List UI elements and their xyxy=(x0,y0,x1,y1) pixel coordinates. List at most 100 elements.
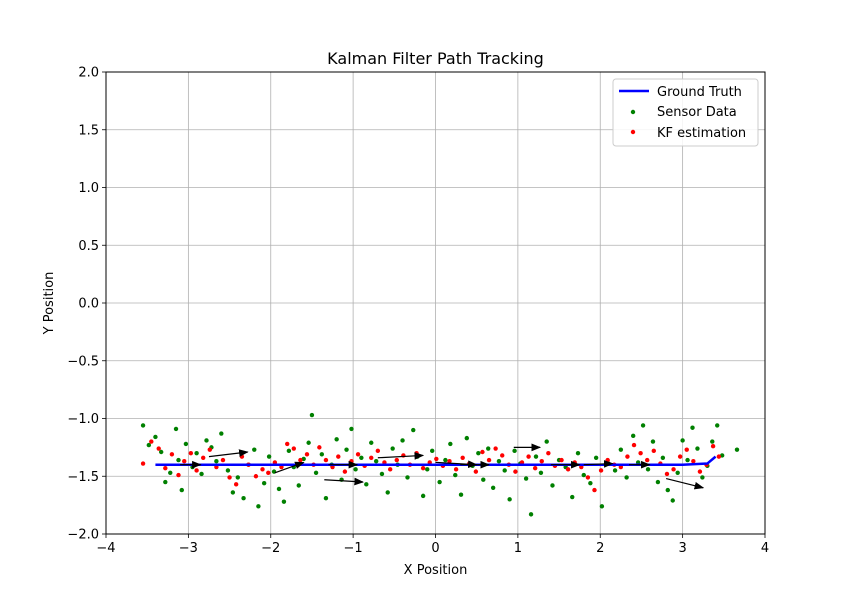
kf-point xyxy=(207,447,212,452)
sensor-point xyxy=(225,468,231,473)
kf-point xyxy=(355,452,361,457)
y-tick-label: −0.5 xyxy=(67,354,99,369)
kf-point xyxy=(453,467,459,472)
kf-point xyxy=(387,467,393,472)
kf-point xyxy=(227,475,232,480)
velocity-arrow xyxy=(208,449,249,458)
sensor-point xyxy=(373,459,379,464)
y-tick-label: 0.5 xyxy=(78,239,99,254)
kf-point xyxy=(473,469,479,474)
sensor-point xyxy=(194,450,199,456)
sensor-point xyxy=(464,435,470,441)
sensor-point xyxy=(734,447,740,452)
sensor-point xyxy=(286,448,292,454)
sensor-point xyxy=(507,497,512,502)
velocity-arrows xyxy=(180,443,705,490)
x-tick-label: −1 xyxy=(344,541,363,556)
sensor-point xyxy=(655,479,661,485)
sensor-point xyxy=(690,425,695,430)
kf-point xyxy=(182,459,187,464)
x-tick-label: 4 xyxy=(761,541,769,556)
sensor-point xyxy=(476,450,481,456)
sensor-point xyxy=(296,483,301,488)
ground-truth-path xyxy=(155,455,717,466)
sensor-point xyxy=(173,426,179,432)
velocity-arrow xyxy=(274,461,305,474)
kf-point xyxy=(500,453,505,458)
legend-kf-swatch xyxy=(630,129,636,135)
sensor-point xyxy=(490,485,496,490)
legend-kf-label: KF estimation xyxy=(657,126,746,141)
kf-point xyxy=(716,454,722,459)
sensor-point xyxy=(281,499,287,504)
sensor-point xyxy=(204,438,209,443)
sensor-point xyxy=(400,438,405,443)
sensor-point xyxy=(680,438,685,443)
kf-point xyxy=(156,446,161,451)
x-tick-label: −2 xyxy=(261,541,280,556)
kf-point xyxy=(420,465,426,471)
kf-point xyxy=(434,456,439,462)
kf-point xyxy=(342,469,348,474)
sensor-point xyxy=(448,441,453,447)
kf-point xyxy=(684,447,689,452)
sensor-point xyxy=(405,475,410,480)
sensor-point xyxy=(612,468,618,473)
sensor-point xyxy=(575,450,581,456)
velocity-arrow xyxy=(666,477,705,490)
sensor-point xyxy=(496,459,502,464)
kf-point xyxy=(163,465,168,471)
axis-ticks: −4 −3 −2 −1 0 1 2 3 4 −2.0 −1.5 −1.0 −0.5 0.0 0.5 1.0 1.… xyxy=(67,66,769,557)
sensor-point xyxy=(665,487,670,493)
sensor-point xyxy=(309,412,315,418)
sensor-point xyxy=(443,457,448,463)
kf-point xyxy=(546,450,551,456)
kf-point xyxy=(651,448,656,454)
sensor-point xyxy=(425,467,430,472)
sensor-point xyxy=(199,471,204,477)
x-tick-label: 2 xyxy=(596,541,604,556)
sensor-point xyxy=(458,492,464,497)
x-tick-label: −4 xyxy=(96,541,115,556)
kf-point xyxy=(239,454,245,459)
kf-point xyxy=(253,474,259,479)
sensor-point xyxy=(523,476,529,481)
kf-point xyxy=(638,450,643,456)
kf-point xyxy=(369,455,374,460)
kf-point xyxy=(317,445,322,450)
kf-point xyxy=(559,457,564,463)
y-tick-label: 1.5 xyxy=(78,123,99,138)
sensor-point xyxy=(533,454,539,459)
kf-point xyxy=(697,469,703,474)
sensor-point xyxy=(660,455,666,460)
kf-point xyxy=(260,467,265,472)
sensor-point xyxy=(650,439,656,444)
kf-point xyxy=(375,448,381,454)
sensor-point xyxy=(631,433,636,439)
sensor-point xyxy=(593,455,599,460)
sensor-point xyxy=(581,472,586,478)
sensor-point xyxy=(670,498,675,503)
kf-point xyxy=(176,472,181,478)
sensor-point xyxy=(319,452,325,457)
sensor-point xyxy=(502,468,507,473)
y-tick-label: 0.0 xyxy=(78,297,99,312)
sensor-point xyxy=(256,504,261,509)
kf-point xyxy=(460,455,465,460)
chart-title: Kalman Filter Path Tracking xyxy=(327,49,544,68)
sensor-point xyxy=(369,440,374,445)
sensor-point xyxy=(675,470,680,475)
kf-point xyxy=(671,467,676,472)
legend-sensor-swatch xyxy=(630,109,636,115)
y-tick-label: 2.0 xyxy=(78,66,99,81)
kf-point xyxy=(349,459,354,464)
sensor-point xyxy=(252,447,257,452)
sensor-point xyxy=(640,423,646,428)
sensor-point xyxy=(695,446,700,451)
sensor-point xyxy=(334,437,339,442)
kf-point xyxy=(691,459,696,464)
sensor-point xyxy=(385,490,390,495)
y-axis-label: Y Position xyxy=(42,272,57,336)
sensor-point xyxy=(306,440,311,445)
